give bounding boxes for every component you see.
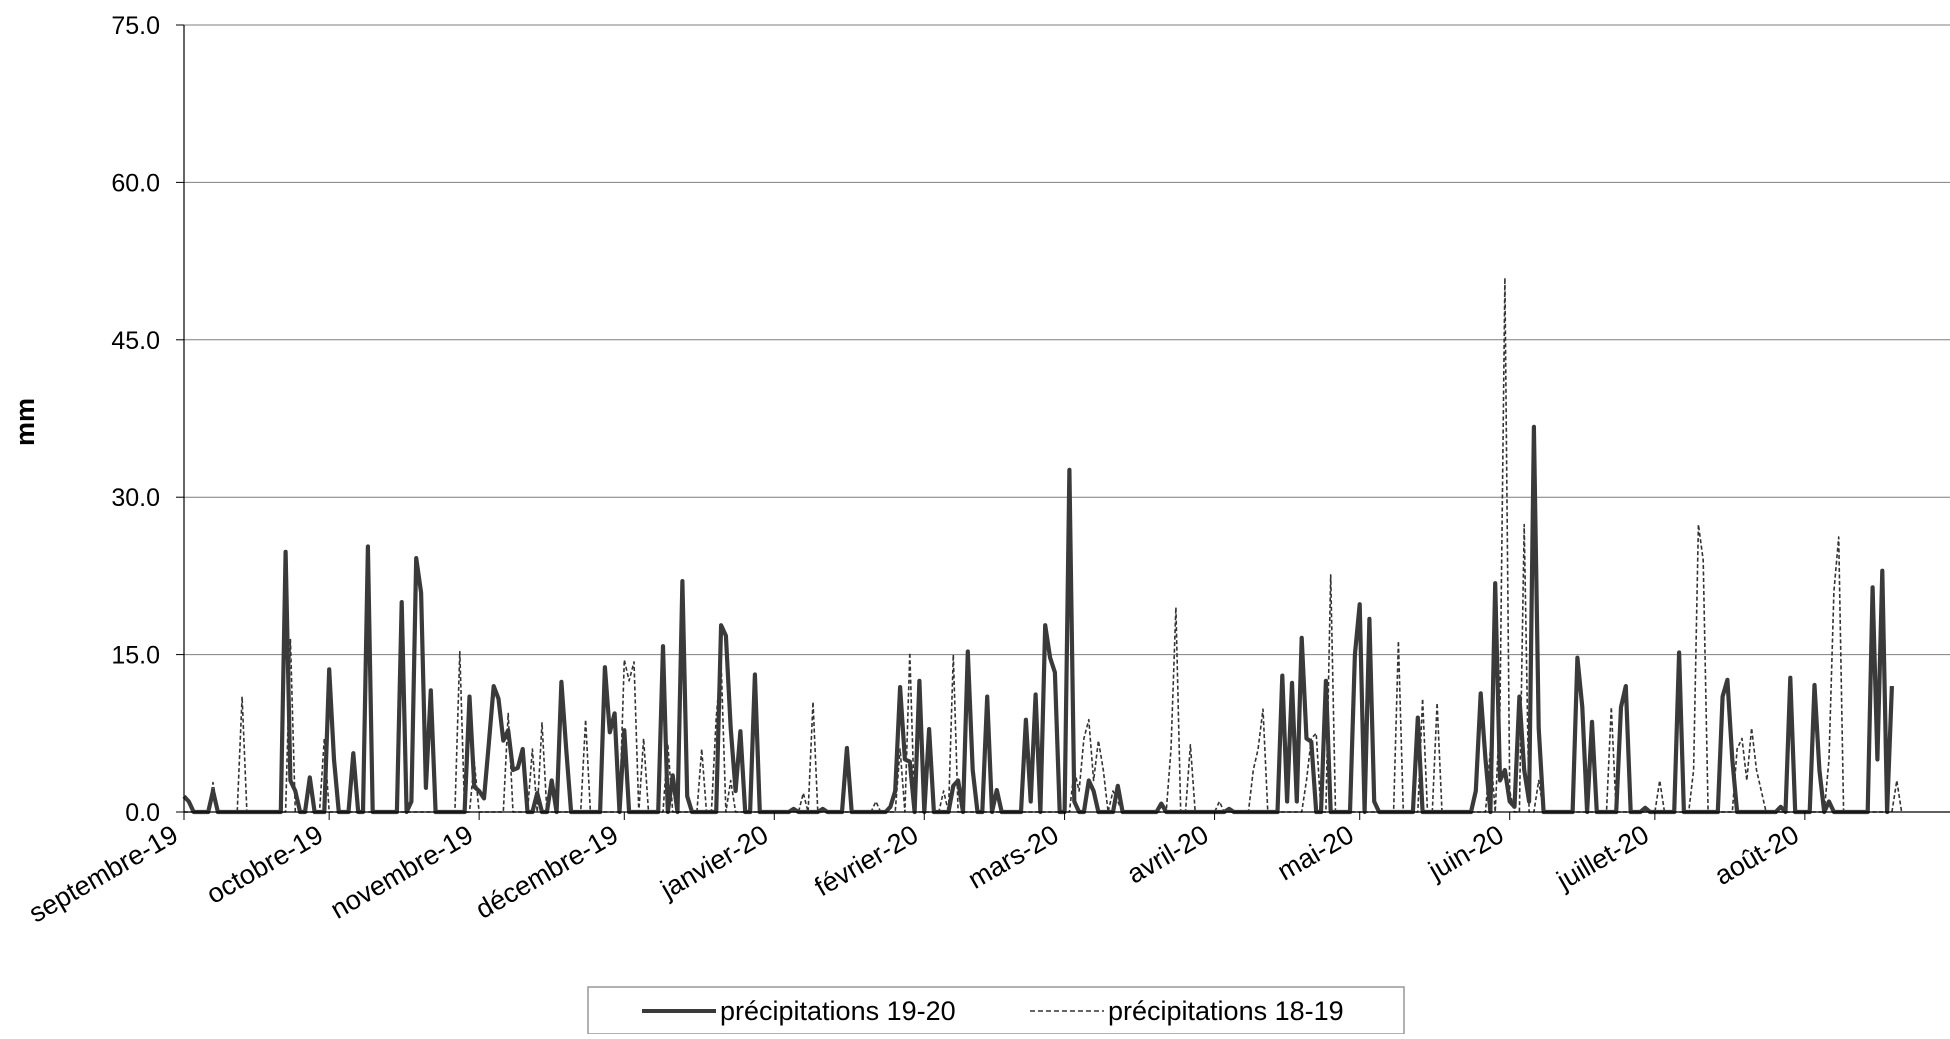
x-tick-label: mai-20 xyxy=(1272,819,1358,886)
legend-label-precipitations-18-19: précipitations 18-19 xyxy=(1108,996,1344,1026)
y-axis-label: mm xyxy=(10,398,40,446)
y-tick-label: 30.0 xyxy=(111,484,160,512)
x-tick-label: mars-20 xyxy=(963,819,1064,894)
series-line-precipitations-19-20 xyxy=(182,424,1894,815)
series-line-precipitations-18-19 xyxy=(184,277,1903,813)
grid-layer xyxy=(176,24,1950,813)
y-tick-label: 75.0 xyxy=(111,12,160,40)
x-tick-label: décembre-19 xyxy=(471,819,624,925)
y-tick-labels: 0.0 15.0 30.0 45.0 60.0 75.0 xyxy=(111,12,160,827)
legend: précipitations 19-20 précipitations 18-1… xyxy=(587,986,1405,1035)
y-tick-label: 60.0 xyxy=(111,169,160,197)
x-tick-label: octobre-19 xyxy=(201,819,328,910)
x-tick-labels: septembre-19 octobre-19novembre-19décembr… xyxy=(24,819,1804,928)
legend-label-precipitations-19-20: précipitations 19-20 xyxy=(720,996,956,1026)
x-tick-label: septembre-19 xyxy=(24,819,183,928)
axis-layer xyxy=(183,25,1950,820)
x-tick-label: janvier-20 xyxy=(655,819,774,905)
x-tick-label: juin-20 xyxy=(1423,819,1509,886)
y-tick-label: 15.0 xyxy=(111,642,160,670)
x-tick-label: avril-20 xyxy=(1122,819,1214,889)
series-layer xyxy=(182,277,1903,815)
y-tick-label: 45.0 xyxy=(111,327,160,355)
y-tick-label: 0.0 xyxy=(125,799,160,827)
x-tick-label: février-20 xyxy=(810,819,924,902)
legend-box xyxy=(587,986,1405,1035)
x-tick-label: août-20 xyxy=(1710,819,1804,891)
x-tick-label: juillet-20 xyxy=(1551,819,1654,896)
x-tick-label: novembre-19 xyxy=(325,819,478,925)
